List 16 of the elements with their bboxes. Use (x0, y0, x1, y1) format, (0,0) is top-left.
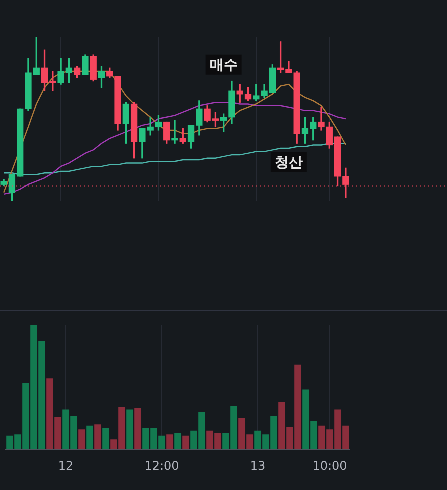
annotation: 매수 (210, 58, 238, 74)
bar (126, 410, 134, 450)
x-tick-label: 12 (58, 458, 74, 473)
bar (78, 430, 86, 450)
x-tick-label: 13 (250, 458, 266, 473)
x-tick-label: 12:00 (144, 458, 180, 473)
bar (86, 426, 94, 450)
bar (94, 424, 102, 450)
annotation: 청산 (274, 155, 303, 172)
x-tick-label: 10:00 (312, 458, 348, 473)
bar (102, 428, 110, 450)
bar (182, 436, 190, 450)
candlestick (172, 120, 178, 144)
bar (174, 433, 182, 450)
bar (134, 408, 142, 450)
bar (166, 434, 174, 450)
